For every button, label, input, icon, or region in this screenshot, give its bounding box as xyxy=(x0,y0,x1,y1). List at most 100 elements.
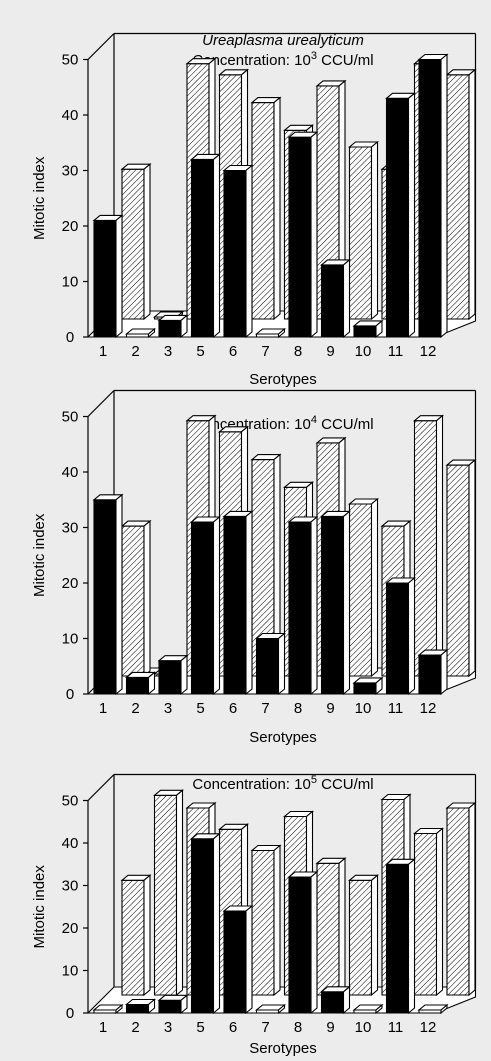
chart-panel-3: Concentration: 105 CCU/ml01020304050Mito… xyxy=(31,773,477,1057)
bar-treated-3 xyxy=(157,314,189,339)
bar-treated-10-side xyxy=(375,676,383,696)
bar-treated-9-side xyxy=(342,985,351,1015)
y-tick-label: 50 xyxy=(62,793,79,810)
bar-control-12-side xyxy=(468,801,476,997)
bar-control-6 xyxy=(250,96,282,321)
bar-control-12 xyxy=(445,458,477,678)
bar-treated-6-side xyxy=(245,164,253,339)
bar-treated-11 xyxy=(384,92,417,339)
bar-treated-1 xyxy=(92,493,124,696)
bar-control-9 xyxy=(347,497,380,678)
bar-control-6-side xyxy=(273,96,281,321)
bar-treated-6-front xyxy=(223,169,247,338)
bar-treated-2-side xyxy=(147,327,156,339)
bar-treated-12-front xyxy=(418,654,442,695)
bar-treated-8-side xyxy=(310,131,318,339)
bar-treated-12 xyxy=(417,53,449,339)
bar-control-12-front xyxy=(446,464,470,677)
bar-treated-1-side xyxy=(115,493,123,696)
x-tick-label: 1 xyxy=(99,1019,107,1036)
bar-treated-11-front xyxy=(385,863,410,1014)
bar-treated-11-front xyxy=(385,97,410,338)
bar-control-9 xyxy=(347,140,380,321)
bar-treated-8 xyxy=(287,515,319,696)
bar-control-1-front xyxy=(121,525,145,677)
subtitle-prefix: Concentration: 10 xyxy=(192,776,310,793)
bar-treated-2 xyxy=(124,327,157,339)
x-tick-label: 2 xyxy=(131,700,139,717)
bar-treated-2-side xyxy=(147,998,156,1015)
chart-subtitle: Concentration: 103 CCU/ml xyxy=(192,50,373,69)
bar-treated-11-side xyxy=(407,858,416,1015)
y-tick-label: 50 xyxy=(62,52,79,69)
bar-treated-9 xyxy=(319,985,352,1015)
x-tick-label: 11 xyxy=(388,1019,404,1036)
bar-treated-10 xyxy=(352,676,384,696)
y-axis-label: Mitotic index xyxy=(31,513,48,597)
bar-control-1 xyxy=(120,163,152,321)
x-axis-label: Serotypes xyxy=(249,729,317,746)
bar-treated-11-side xyxy=(407,576,416,696)
x-tick-label: 3 xyxy=(164,700,172,717)
bar-control-8 xyxy=(315,857,347,997)
bar-control-1 xyxy=(120,519,152,678)
bar-control-1-side xyxy=(143,874,151,997)
bar-treated-2 xyxy=(124,998,157,1015)
y-tick-label: 30 xyxy=(62,520,79,537)
bar-treated-12-side xyxy=(440,53,448,339)
bar-treated-6-front xyxy=(223,515,247,695)
bar-control-11-side xyxy=(435,827,444,997)
bar-control-12-side xyxy=(468,68,476,321)
bar-treated-11-front xyxy=(385,582,410,695)
bar-treated-3-side xyxy=(180,654,188,696)
bar-treated-10-front xyxy=(353,325,377,338)
bar-treated-8 xyxy=(287,870,319,1015)
x-tick-label: 2 xyxy=(131,1019,139,1036)
bar-treated-8-side xyxy=(310,515,318,696)
bar-control-9-front xyxy=(348,503,373,677)
y-axis-label: Mitotic index xyxy=(31,156,48,240)
figure-title: Ureaplasma urealyticum xyxy=(202,32,364,49)
bar-treated-7 xyxy=(254,632,287,696)
bar-treated-7-side xyxy=(277,327,286,339)
bar-control-8-side xyxy=(338,857,346,997)
bar-control-2 xyxy=(152,789,185,997)
x-tick-label: 10 xyxy=(355,343,372,360)
bar-treated-7 xyxy=(254,1003,287,1015)
bar-control-9-side xyxy=(370,874,379,997)
x-tick-label: 5 xyxy=(196,1019,204,1036)
bar-control-12 xyxy=(445,801,477,997)
subtitle-prefix: Concentration: 10 xyxy=(192,52,310,69)
bar-treated-11 xyxy=(384,858,417,1015)
subtitle-prefix: Concentration: 10 xyxy=(192,416,310,433)
bar-treated-1-side xyxy=(115,214,123,339)
bar-treated-12-side xyxy=(440,648,448,696)
bar-treated-5-side xyxy=(212,515,221,696)
x-tick-label: 12 xyxy=(420,1019,437,1036)
x-tick-label: 1 xyxy=(99,343,107,360)
bar-treated-3-side xyxy=(180,994,188,1015)
bar-treated-1 xyxy=(92,1003,124,1015)
bar-treated-5 xyxy=(189,832,222,1015)
x-tick-label: 3 xyxy=(164,1019,172,1036)
bar-control-6-front xyxy=(251,102,275,320)
y-tick-label: 20 xyxy=(62,575,79,592)
bar-treated-1-front xyxy=(93,499,117,695)
bar-treated-2 xyxy=(124,671,157,696)
x-tick-label: 9 xyxy=(326,343,334,360)
bar-treated-5-side xyxy=(212,832,221,1015)
bar-treated-8-side xyxy=(310,870,318,1015)
bar-control-11 xyxy=(412,414,445,678)
y-tick-label: 40 xyxy=(62,835,79,852)
bar-treated-9 xyxy=(319,258,352,339)
bar-control-11-side xyxy=(435,414,444,678)
y-axis-label: Mitotic index xyxy=(31,865,48,949)
y-tick-label: 40 xyxy=(62,464,79,481)
frame-top-left xyxy=(87,390,115,417)
bar-treated-5-side xyxy=(212,153,221,339)
bar-control-11-front xyxy=(413,420,438,677)
bar-treated-8-front xyxy=(288,136,312,338)
bar-control-1 xyxy=(120,874,152,997)
